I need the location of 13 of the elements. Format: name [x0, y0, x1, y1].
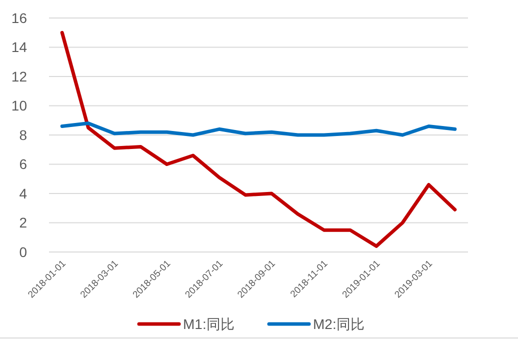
y-tick-label: 8: [19, 126, 28, 143]
y-tick-label: 4: [19, 185, 28, 202]
y-tick-label: 14: [11, 39, 28, 56]
legend-label: M2:同比: [313, 316, 364, 332]
y-tick-label: 10: [11, 98, 28, 114]
line-series: [60, 30, 457, 248]
y-tick-label: 2: [19, 214, 28, 231]
y-tick-label: 6: [19, 156, 28, 172]
y-tick-label: 12: [11, 68, 28, 84]
y-tick-label: 16: [11, 10, 28, 26]
line-series: [60, 122, 457, 137]
legend-label: M1:同比: [183, 316, 234, 332]
y-tick-label: 0: [19, 244, 28, 260]
